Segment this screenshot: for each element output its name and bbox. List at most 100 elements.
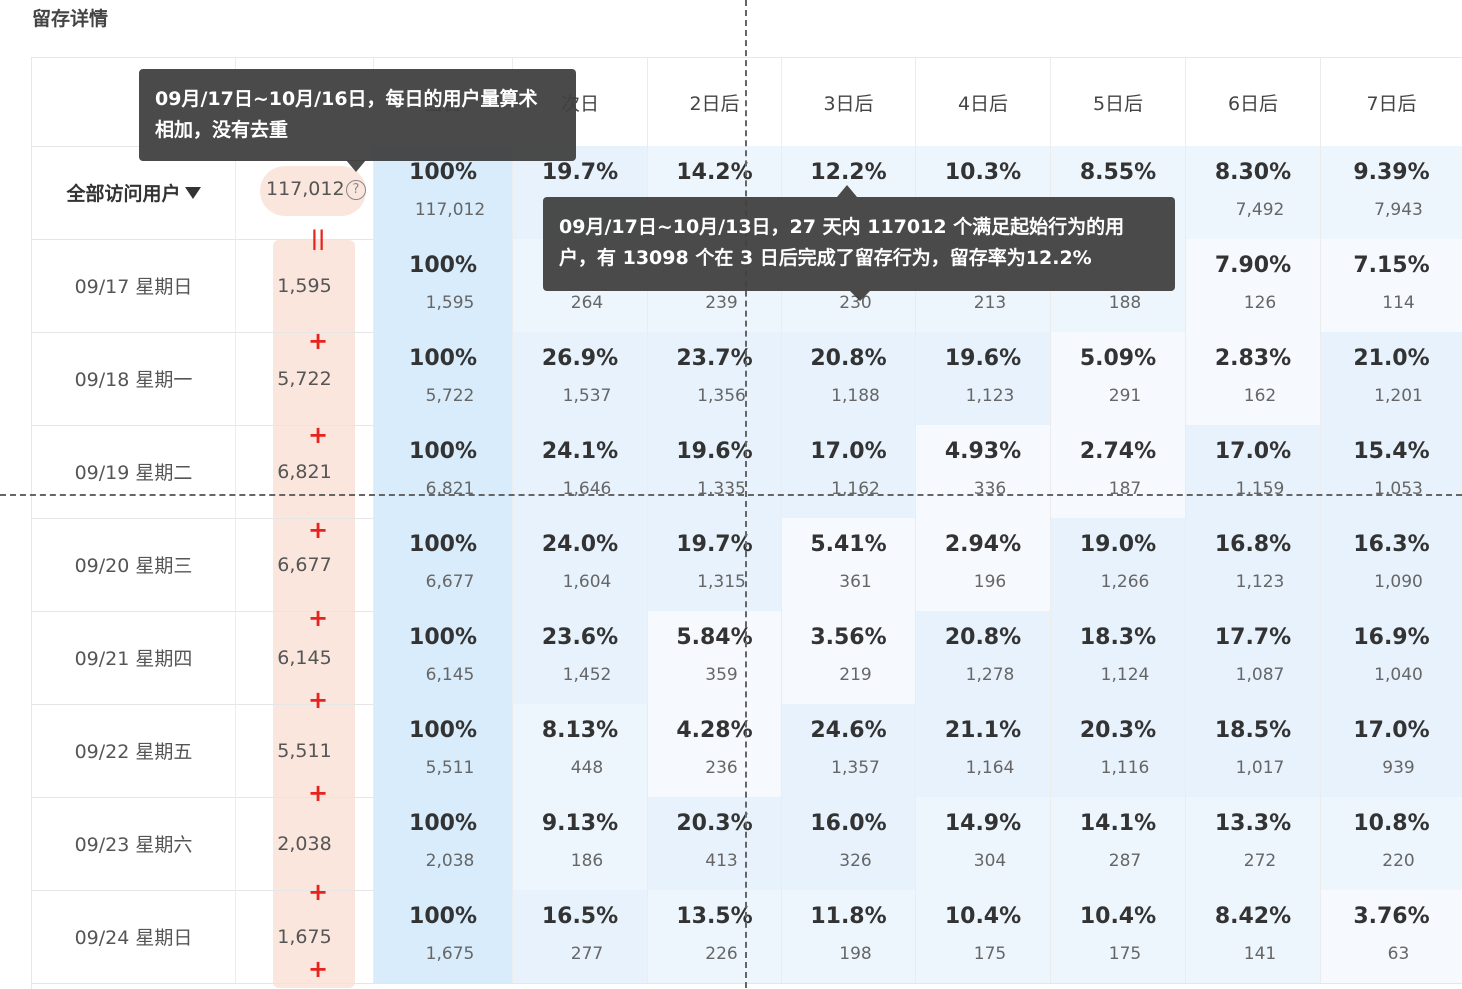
retention-cell[interactable]: 3.56% 219: [782, 611, 916, 704]
retention-cell[interactable]: 7.15% 114: [1321, 239, 1462, 332]
retention-cell[interactable]: 100% 6,821: [374, 425, 513, 518]
retention-rate: 5.09%: [1079, 346, 1157, 371]
retention-cell[interactable]: 17.0% 1,159: [1186, 425, 1321, 518]
retention-cell[interactable]: 13.3% 272: [1186, 797, 1321, 890]
retention-cell[interactable]: 14.9% 304: [916, 797, 1051, 890]
retention-cell[interactable]: 100% 6,677: [374, 518, 513, 611]
retention-cell[interactable]: 4.28% 236: [648, 704, 782, 797]
retention-rate: 12.2%: [810, 160, 887, 185]
row-date-label: 09/24 星期日: [32, 890, 236, 983]
retention-count: 361: [839, 572, 872, 592]
retention-rate: 5.84%: [676, 625, 753, 650]
retention-rate: 100%: [409, 532, 477, 557]
retention-cell[interactable]: 8.42% 141: [1186, 890, 1321, 983]
retention-cell[interactable]: 16.0% 326: [782, 797, 916, 890]
retention-cell[interactable]: 23.6% 1,452: [513, 611, 648, 704]
retention-cell[interactable]: 16.5% 277: [513, 890, 648, 983]
retention-cell[interactable]: 16.8% 1,123: [1186, 518, 1321, 611]
retention-cell[interactable]: 2.83% 162: [1186, 332, 1321, 425]
retention-rate: 26.9%: [541, 346, 619, 371]
retention-cell[interactable]: 9.13% 186: [513, 797, 648, 890]
column-header: 6日后: [1186, 58, 1321, 146]
retention-cell[interactable]: 5.41% 361: [782, 518, 916, 611]
retention-cell[interactable]: 3.76% 63: [1321, 890, 1462, 983]
retention-cell[interactable]: 20.3% 413: [648, 797, 782, 890]
retention-cell[interactable]: 16.3% 1,090: [1321, 518, 1462, 611]
retention-cell[interactable]: 2.74% 187: [1051, 425, 1186, 518]
total-tooltip: 09月/17日~10月/16日，每日的用户量算术 相加，没有去重: [139, 69, 576, 161]
retention-cell[interactable]: 18.3% 1,124: [1051, 611, 1186, 704]
retention-cell[interactable]: 24.6% 1,357: [782, 704, 916, 797]
retention-cell[interactable]: 14.1% 287: [1051, 797, 1186, 890]
retention-rate: 8.55%: [1079, 160, 1157, 185]
retention-rate: 3.76%: [1353, 904, 1430, 929]
plus-sign: +: [307, 686, 329, 714]
retention-rate: 8.42%: [1214, 904, 1292, 929]
retention-cell[interactable]: 17.0% 939: [1321, 704, 1462, 797]
retention-cell[interactable]: 15.4% 1,053: [1321, 425, 1462, 518]
retention-cell[interactable]: 100% 1,675: [374, 890, 513, 983]
retention-cell[interactable]: 23.7% 1,356: [648, 332, 782, 425]
retention-cell[interactable]: 24.1% 1,646: [513, 425, 648, 518]
retention-count: 1,315: [697, 572, 746, 592]
retention-cell[interactable]: 21.0% 1,201: [1321, 332, 1462, 425]
retention-count: 939: [1382, 758, 1415, 778]
retention-rate: 100%: [409, 439, 477, 464]
retention-rate: 2.74%: [1079, 439, 1157, 464]
retention-cell[interactable]: 5.09% 291: [1051, 332, 1186, 425]
row-user-count: 6,677: [236, 518, 374, 611]
retention-cell[interactable]: 19.6% 1,335: [648, 425, 782, 518]
retention-cell[interactable]: 21.1% 1,164: [916, 704, 1051, 797]
retention-cell[interactable]: 26.9% 1,537: [513, 332, 648, 425]
retention-cell[interactable]: 20.8% 1,188: [782, 332, 916, 425]
retention-cell[interactable]: 11.8% 198: [782, 890, 916, 983]
question-icon[interactable]: ?: [346, 180, 366, 200]
retention-cell[interactable]: 16.9% 1,040: [1321, 611, 1462, 704]
retention-cell[interactable]: 5.84% 359: [648, 611, 782, 704]
retention-cell[interactable]: 100% 117,012: [374, 146, 513, 239]
retention-count: 213: [973, 293, 1007, 313]
retention-cell[interactable]: 19.6% 1,123: [916, 332, 1051, 425]
retention-cell[interactable]: 18.5% 1,017: [1186, 704, 1321, 797]
retention-rate: 100%: [409, 346, 477, 371]
retention-count: 326: [839, 851, 872, 871]
caret-down-icon[interactable]: [184, 186, 201, 199]
retention-cell[interactable]: 100% 2,038: [374, 797, 513, 890]
retention-cell[interactable]: 10.4% 175: [916, 890, 1051, 983]
retention-count: 1,595: [425, 293, 475, 313]
retention-cell[interactable]: 4.93% 336: [916, 425, 1051, 518]
retention-rate: 100%: [409, 160, 477, 185]
retention-cell[interactable]: 13.5% 226: [648, 890, 782, 983]
cell-tooltip-line2: 户，有 13098 个在 3 日后完成了留存行为，留存率为12.2%: [559, 247, 1092, 269]
row-user-count: 6,821: [236, 425, 374, 518]
retention-rate: 13.5%: [676, 904, 753, 929]
plus-sign: +: [307, 878, 329, 906]
retention-cell[interactable]: 20.8% 1,278: [916, 611, 1051, 704]
retention-cell[interactable]: 100% 5,722: [374, 332, 513, 425]
retention-cell[interactable]: 24.0% 1,604: [513, 518, 648, 611]
retention-cell[interactable]: 8.30% 7,492: [1186, 146, 1321, 239]
retention-cell[interactable]: 20.3% 1,116: [1051, 704, 1186, 797]
retention-rate: 9.13%: [541, 811, 619, 836]
retention-cell[interactable]: 9.39% 7,943: [1321, 146, 1462, 239]
retention-cell[interactable]: 19.7% 1,315: [648, 518, 782, 611]
retention-rate: 21.1%: [944, 718, 1022, 743]
retention-cell[interactable]: 100% 1,595: [374, 239, 513, 332]
retention-count: 1,452: [562, 665, 612, 685]
retention-cell[interactable]: 2.94% 196: [916, 518, 1051, 611]
retention-cell[interactable]: 17.7% 1,087: [1186, 611, 1321, 704]
retention-cell[interactable]: 7.90% 126: [1186, 239, 1321, 332]
total-tooltip-line1: 09月/17日~10月/16日，每日的用户量算术: [155, 88, 538, 110]
retention-cell[interactable]: 17.0% 1,162: [782, 425, 916, 518]
retention-rate: 24.1%: [541, 439, 619, 464]
retention-cell[interactable]: 8.13% 448: [513, 704, 648, 797]
retention-cell[interactable]: 10.4% 175: [1051, 890, 1186, 983]
retention-cell[interactable]: 19.0% 1,266: [1051, 518, 1186, 611]
retention-cell[interactable]: 100% 6,145: [374, 611, 513, 704]
retention-rate: 19.7%: [676, 532, 753, 557]
retention-count: 1,116: [1100, 758, 1150, 778]
retention-count: 1,124: [1100, 665, 1150, 685]
retention-cell[interactable]: 10.8% 220: [1321, 797, 1462, 890]
retention-cell[interactable]: 100% 5,511: [374, 704, 513, 797]
all-users-selector[interactable]: 全部访问用户: [32, 146, 236, 239]
